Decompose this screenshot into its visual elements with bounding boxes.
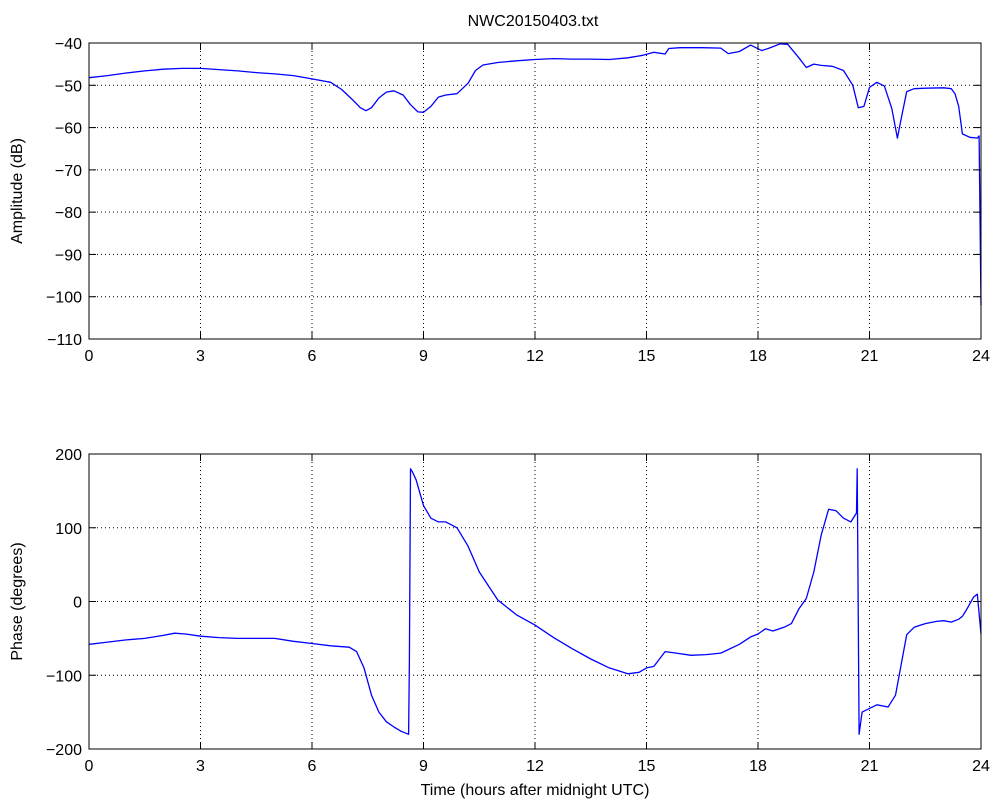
phase-x-tick-label: 24 [972,758,990,775]
phase-axes: 0 3 6 9 12 15 18 21 24 −200 −100 0 100 200 Phase (degr… [9,447,990,799]
amplitude-y-tick-label: −100 [46,290,82,307]
chart-title: NWC20150403.txt [468,13,599,30]
phase-x-tick-label: 18 [749,758,767,775]
phase-y-axis-title: Phase (degrees) [9,542,26,660]
phase-y-tick-label: −100 [46,668,82,685]
phase-x-tick-label: 9 [419,758,428,775]
amplitude-x-tick-label: 12 [526,348,544,365]
amplitude-y-tick-label: −50 [55,78,82,95]
amplitude-y-tick-label: −60 [55,121,82,138]
phase-y-tick-label: 100 [55,521,82,538]
amplitude-x-tick-label: 15 [638,348,656,365]
phase-y-tick-label: 0 [73,595,82,612]
phase-x-tick-label: 3 [196,758,205,775]
phase-x-tick-label: 0 [85,758,94,775]
phase-x-tick-label: 12 [526,758,544,775]
amplitude-x-tick-label: 0 [85,348,94,365]
amplitude-y-tick-label: −110 [47,332,82,349]
amplitude-x-tick-label: 21 [861,348,879,365]
phase-x-axis-title: Time (hours after midnight UTC) [421,782,650,799]
amplitude-y-tick-label: −80 [55,205,82,222]
amplitude-y-tick-label: −70 [55,163,82,180]
phase-series-line [88,468,982,735]
phase-x-tick-label: 6 [308,758,317,775]
amplitude-axes: 0 3 6 9 12 15 18 21 24 −110 −100 −90 −80 −70 −60 −50 −40… [9,36,990,365]
amplitude-x-tick-label: 18 [749,348,767,365]
amplitude-y-tick-label: −90 [55,247,82,264]
amplitude-series-line [88,43,982,306]
phase-x-tick-label: 15 [638,758,656,775]
phase-y-tick-label: 200 [55,447,82,464]
phase-x-tick-label: 21 [861,758,879,775]
amplitude-x-tick-label: 24 [972,348,990,365]
amplitude-y-axis-title: Amplitude (dB) [9,138,26,244]
phase-y-tick-label: −200 [46,742,82,759]
amplitude-x-tick-label: 9 [419,348,428,365]
amplitude-x-tick-label: 3 [196,348,205,365]
amplitude-x-tick-label: 6 [308,348,317,365]
amplitude-y-tick-label: −40 [55,36,82,53]
